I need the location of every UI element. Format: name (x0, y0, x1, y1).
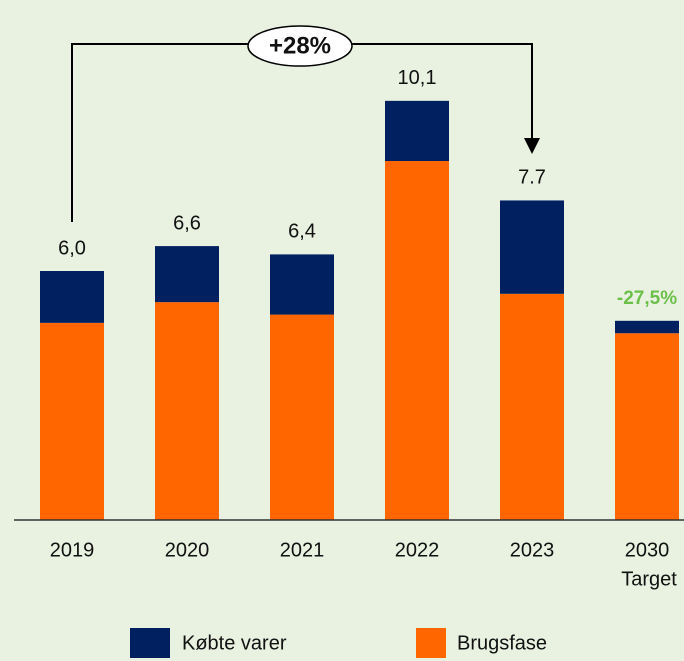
legend-label: Købte varer (182, 632, 287, 654)
x-tick-sublabel: Target (621, 568, 677, 590)
bar-segment (385, 100, 449, 162)
total-label: 6,0 (58, 237, 86, 259)
legend-label: Brugsfase (457, 632, 547, 654)
x-tick-label: 2020 (165, 539, 210, 561)
bar-segment (615, 333, 679, 520)
bar-segment (385, 161, 449, 520)
growth-arrow (524, 138, 540, 154)
x-tick-label: 2021 (280, 539, 325, 561)
total-label: 6,6 (173, 212, 201, 234)
total-label: 6,4 (288, 221, 316, 243)
x-tick-label: 2022 (395, 539, 440, 561)
x-tick-label: 2030 (625, 539, 670, 561)
bar-segment (615, 320, 679, 334)
bar-segment (500, 200, 564, 294)
total-label: 7.7 (518, 167, 546, 189)
x-tick-label: 2019 (50, 539, 95, 561)
change-label: -27,5% (617, 288, 677, 309)
x-tick-label: 2023 (510, 539, 555, 561)
bar-segment (40, 271, 104, 323)
growth-label: +28% (269, 32, 331, 59)
total-label: 10,1 (398, 67, 437, 89)
legend-swatch (416, 628, 446, 658)
growth-badge (247, 25, 353, 67)
bar-segment (500, 293, 564, 520)
bar-segment (270, 254, 334, 315)
bar-segment (155, 302, 219, 520)
bar-segment (155, 246, 219, 303)
bar-segment (40, 322, 104, 520)
legend-swatch (130, 628, 170, 658)
bar-segment (270, 314, 334, 520)
